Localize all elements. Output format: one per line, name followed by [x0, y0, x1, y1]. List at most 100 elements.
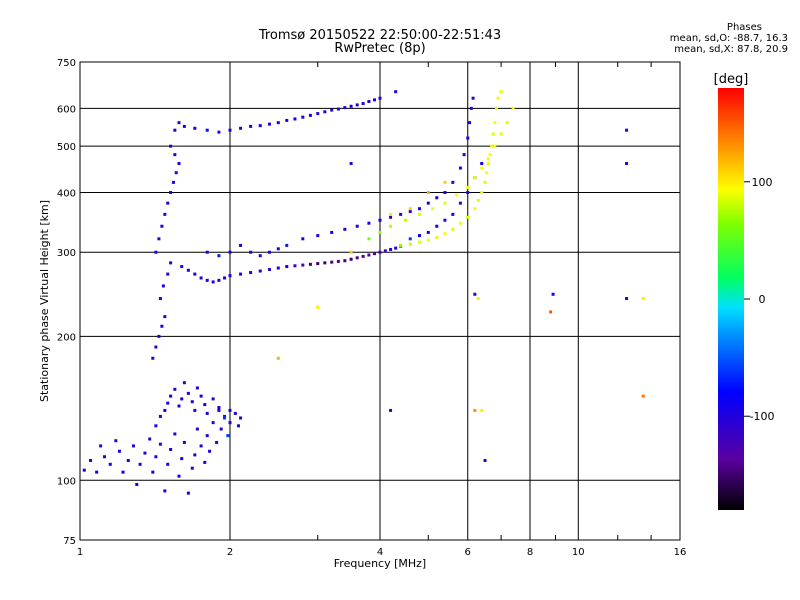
data-point: [89, 458, 93, 462]
data-point: [158, 442, 162, 446]
data-point: [199, 394, 203, 398]
data-point: [249, 124, 253, 128]
plot-frame: [79, 61, 681, 541]
y-tick-label: 75: [63, 536, 76, 547]
data-point: [466, 190, 470, 194]
data-point: [417, 240, 421, 244]
data-point: [173, 153, 177, 157]
data-point: [301, 263, 305, 267]
data-point: [308, 113, 312, 117]
data-point: [154, 455, 158, 459]
data-point: [361, 254, 365, 258]
data-point: [367, 237, 371, 241]
data-point: [169, 447, 173, 451]
data-point: [203, 403, 207, 407]
data-point: [389, 247, 393, 251]
outlier-point: [480, 408, 484, 412]
data-point: [493, 144, 497, 148]
data-point: [138, 462, 142, 466]
phase-stat-o: mean, sd,O: -88.7, 16.3: [669, 33, 788, 44]
data-point: [349, 104, 353, 108]
data-point: [435, 196, 439, 200]
data-point: [355, 256, 359, 260]
data-point: [217, 405, 221, 409]
data-point: [349, 250, 353, 254]
data-point: [182, 381, 186, 385]
data-point: [486, 161, 490, 165]
data-point: [217, 254, 221, 258]
data-point: [217, 278, 221, 282]
data-point: [177, 474, 181, 478]
data-point: [126, 458, 130, 462]
chart-title: Tromsø 20150522 22:50:00-22:51:43: [258, 28, 502, 43]
data-point: [163, 489, 167, 493]
data-point: [169, 144, 173, 148]
x-tick-label: 10: [572, 547, 585, 558]
data-point: [182, 440, 186, 444]
data-point: [389, 215, 393, 219]
outlier-point: [549, 310, 553, 314]
data-point: [499, 132, 503, 136]
outlier-point: [625, 297, 629, 301]
data-point: [195, 386, 199, 390]
data-point: [195, 427, 199, 431]
data-point: [505, 121, 509, 125]
data-point: [485, 171, 489, 175]
y-tick-label: 100: [57, 476, 76, 487]
data-point: [443, 180, 447, 184]
data-point: [190, 400, 194, 404]
data-point: [488, 153, 492, 157]
data-point: [267, 122, 271, 126]
data-point: [177, 161, 181, 165]
data-point: [171, 180, 175, 184]
data-point: [336, 259, 340, 263]
data-point: [451, 212, 455, 216]
data-point: [154, 250, 158, 254]
data-point: [276, 356, 280, 360]
data-point: [267, 268, 271, 272]
data-point: [223, 276, 227, 280]
data-point: [163, 408, 167, 412]
data-point: [458, 201, 462, 205]
data-point: [330, 108, 334, 112]
data-point: [417, 234, 421, 238]
data-point: [99, 444, 103, 448]
outlier-point: [473, 292, 477, 296]
data-point: [217, 130, 221, 134]
data-point: [173, 128, 177, 132]
data-point: [403, 218, 407, 222]
data-point: [308, 262, 312, 266]
x-tick-label: 4: [377, 547, 383, 558]
outlier-point: [625, 128, 629, 132]
data-point: [471, 96, 475, 100]
data-point: [103, 455, 107, 459]
data-point: [151, 470, 155, 474]
data-point: [236, 424, 240, 428]
data-point: [228, 274, 232, 278]
data-point: [378, 230, 382, 234]
data-point: [316, 262, 320, 266]
data-point: [458, 221, 462, 225]
data-point: [205, 434, 209, 438]
data-point: [215, 440, 219, 444]
data-point: [323, 110, 327, 114]
data-point: [499, 90, 503, 94]
data-point: [193, 272, 197, 276]
data-point: [367, 100, 371, 104]
data-point: [373, 252, 377, 256]
data-point: [219, 427, 223, 431]
data-point: [211, 397, 215, 401]
data-point: [336, 107, 340, 111]
data-point: [154, 424, 158, 428]
data-point: [169, 261, 173, 265]
data-point: [466, 185, 470, 189]
data-point: [483, 180, 487, 184]
data-point: [494, 106, 498, 110]
data-point: [233, 411, 237, 415]
data-point: [293, 264, 297, 268]
x-tick-label: 2: [227, 547, 233, 558]
data-point: [199, 444, 203, 448]
outlier-point: [389, 408, 393, 412]
data-point: [249, 271, 253, 275]
